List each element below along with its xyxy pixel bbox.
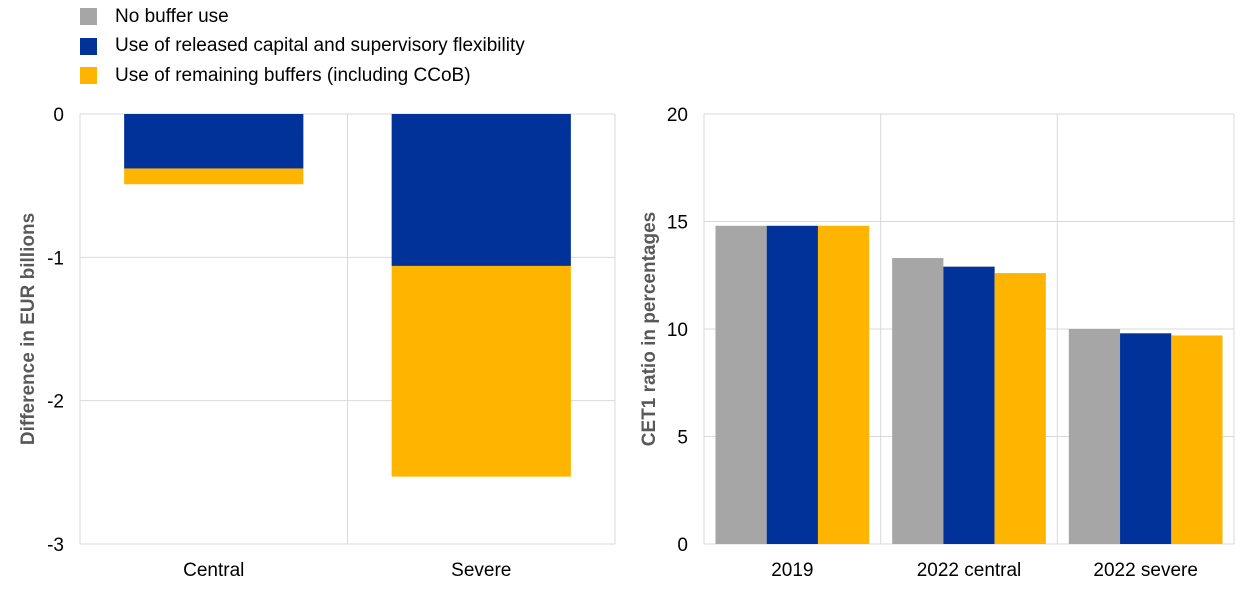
legend-label: No buffer use	[115, 5, 229, 27]
legend-item-remaining-buffers: Use of remaining buffers (including CCoB…	[80, 61, 525, 91]
y-tick-label: 10	[667, 320, 688, 341]
y-axis-title: Difference in EUR billions	[18, 213, 39, 445]
right-chart-clustered-bars: 0 5 10 15 20 2019 2022 central 2022 severe CET1 …	[639, 105, 1235, 581]
y-tick-label: -2	[47, 392, 64, 413]
x-tick-label: 2019	[771, 560, 813, 581]
bar-2019-series-2	[817, 225, 870, 545]
y-tick-label: 0	[677, 535, 688, 556]
bar-2019-series-1	[766, 225, 818, 545]
bar-2022-central-series-0	[892, 258, 944, 544]
y-axis-title: CET1 ratio in percentages	[639, 212, 660, 446]
bar-2019-series-0	[715, 225, 767, 545]
legend-item-no-buffer: No buffer use	[80, 2, 525, 32]
legend-label: Use of remaining buffers (including CCoB…	[115, 64, 471, 86]
bar-2022-central-series-2	[994, 273, 1046, 544]
y-tick-label: -1	[47, 248, 64, 269]
x-tick-label: Severe	[451, 560, 511, 581]
left-chart-stacked-bars: 0 -1 -2 -3 Central Severe Difference in EUR bi…	[18, 105, 616, 581]
y-tick-label: -3	[47, 535, 64, 556]
bar-central-series-1	[124, 168, 304, 185]
x-tick-label: 2022 severe	[1093, 560, 1198, 581]
bar-central-series-0	[124, 114, 304, 169]
bar-2022-severe-series-0	[1068, 329, 1121, 544]
bar-severe-series-0	[391, 114, 571, 266]
legend-swatch-no-buffer	[80, 8, 97, 26]
bar-2022-severe-series-1	[1120, 333, 1172, 544]
x-tick-label: 2022 central	[917, 560, 1022, 581]
legend-swatch-remaining-buffers	[80, 67, 97, 85]
bar-2022-severe-series-2	[1171, 335, 1223, 544]
y-tick-label: 5	[677, 428, 688, 449]
x-tick-label: Central	[183, 560, 244, 581]
legend-label: Use of released capital and supervisory …	[115, 35, 525, 57]
chart-legend: No buffer use Use of released capital an…	[80, 2, 525, 91]
y-tick-label: 15	[667, 213, 688, 234]
y-tick-label: 0	[53, 105, 64, 126]
bar-severe-series-1	[391, 265, 571, 477]
bar-2022-central-series-1	[943, 266, 995, 544]
y-tick-label: 20	[667, 105, 688, 126]
legend-swatch-released-capital	[80, 37, 97, 55]
legend-item-released-capital: Use of released capital and supervisory …	[80, 32, 525, 62]
